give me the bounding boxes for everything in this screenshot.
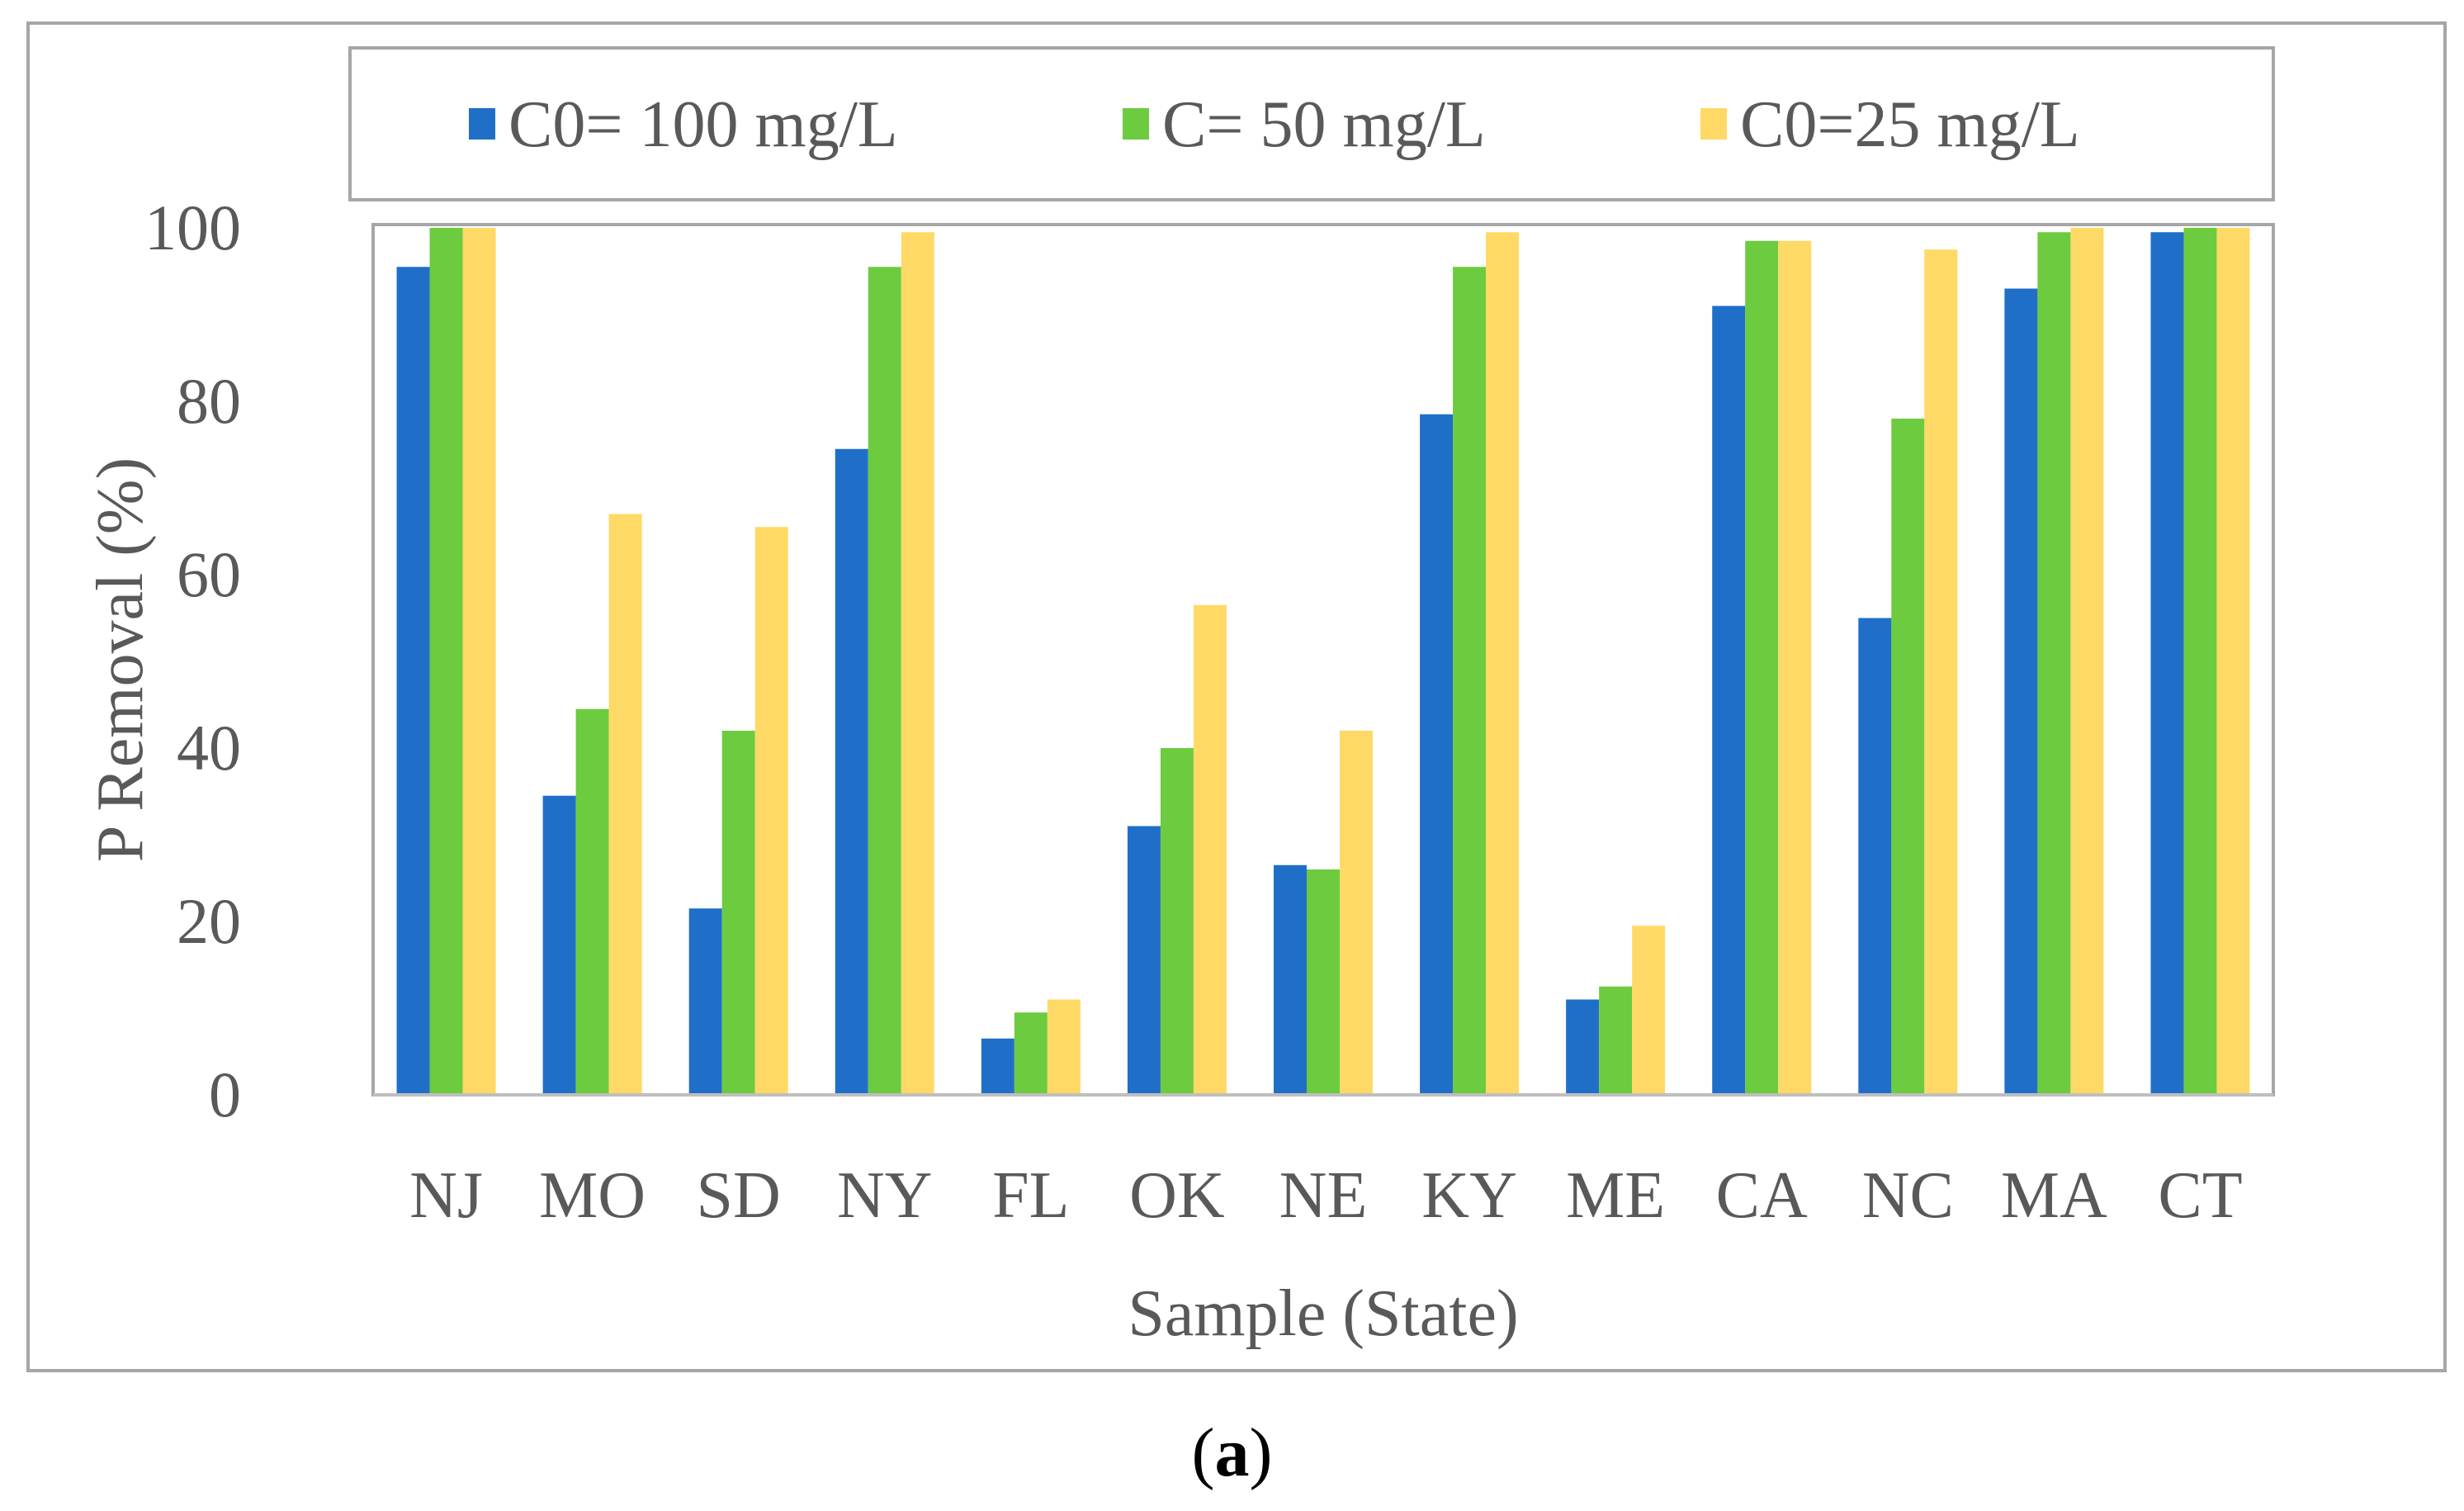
bar-fl-series-2	[1014, 1012, 1048, 1095]
x-tick-label: NY	[837, 1159, 933, 1232]
bar-fl-series-3	[1047, 999, 1081, 1095]
bar-ky-series-3	[1486, 232, 1520, 1095]
legend-swatch-2	[1123, 108, 1149, 140]
bar-ma-series-2	[2037, 232, 2071, 1095]
x-tick-label: SD	[697, 1159, 781, 1232]
bar-ct-series-3	[2216, 228, 2250, 1095]
bar-series	[396, 228, 2250, 1095]
bar-ky-series-2	[1453, 267, 1487, 1095]
y-axis: 0 20 40 60 80 100	[144, 192, 241, 1130]
bar-fl-series-1	[981, 1038, 1014, 1095]
bar-ct-series-1	[2150, 232, 2184, 1095]
x-tick-label: NE	[1279, 1159, 1368, 1232]
panel-label-open: (	[1191, 1414, 1215, 1491]
y-tick-label: 100	[144, 192, 241, 263]
x-axis-label: Sample (State)	[1128, 1277, 1518, 1350]
legend-swatch-3	[1700, 108, 1727, 140]
bar-nc-series-1	[1858, 618, 1892, 1095]
legend-label-1: C0= 100 mg/L	[508, 88, 898, 161]
bar-me-series-1	[1566, 999, 1600, 1095]
bar-ky-series-1	[1420, 414, 1454, 1095]
bar-ny-series-2	[868, 267, 901, 1095]
bar-nj-series-1	[396, 267, 430, 1095]
bar-ne-series-3	[1340, 731, 1373, 1095]
legend-label-2: C= 50 mg/L	[1162, 88, 1486, 161]
bar-ok-series-2	[1160, 748, 1194, 1095]
legend-label-3: C0=25 mg/L	[1740, 88, 2080, 161]
bar-me-series-2	[1599, 986, 1633, 1095]
bar-ok-series-3	[1193, 604, 1227, 1095]
bar-mo-series-2	[575, 708, 609, 1095]
legend-box	[348, 46, 2275, 201]
panel-label-close: )	[1249, 1414, 1273, 1491]
bar-sd-series-3	[754, 527, 788, 1095]
bar-mo-series-1	[542, 795, 576, 1095]
bar-nc-series-2	[1891, 419, 1925, 1095]
x-tick-label: MA	[2001, 1159, 2107, 1232]
bar-ca-series-2	[1745, 240, 1779, 1095]
y-tick-label: 0	[209, 1059, 241, 1130]
x-tick-label: NC	[1862, 1159, 1954, 1232]
bar-me-series-3	[1632, 926, 1666, 1095]
y-tick-label: 60	[177, 538, 241, 610]
y-tick-label: 40	[177, 712, 241, 784]
bar-ny-series-1	[835, 448, 868, 1095]
bar-ok-series-1	[1127, 826, 1161, 1095]
panel-label: (a)	[0, 1419, 2464, 1488]
x-tick-label: CT	[2158, 1159, 2242, 1232]
legend: C0= 100 mg/L C= 50 mg/L C0=25 mg/L	[469, 88, 2080, 161]
x-axis: NJ MO SD NY FL OK NE KY ME CA NC MA CT	[409, 1159, 2242, 1232]
bar-sd-series-1	[688, 908, 722, 1095]
bar-mo-series-3	[608, 514, 642, 1095]
bar-ne-series-2	[1307, 869, 1340, 1095]
bar-nc-series-3	[1924, 249, 1958, 1095]
bar-ca-series-3	[1778, 240, 1812, 1095]
y-tick-label: 80	[177, 365, 241, 437]
bar-nj-series-3	[462, 228, 496, 1095]
bar-ca-series-1	[1712, 306, 1746, 1095]
bar-ma-series-1	[2004, 288, 2038, 1095]
x-tick-label: ME	[1566, 1159, 1665, 1232]
legend-swatch-1	[469, 108, 495, 140]
bar-nj-series-2	[429, 228, 463, 1095]
x-tick-label: MO	[539, 1159, 646, 1232]
y-axis-label: P Removal (%)	[84, 457, 157, 862]
bar-ny-series-3	[901, 232, 934, 1095]
x-tick-label: FL	[992, 1159, 1069, 1232]
bar-ma-series-3	[2070, 228, 2104, 1095]
bar-ne-series-1	[1274, 864, 1307, 1095]
x-tick-label: OK	[1129, 1159, 1225, 1232]
x-tick-label: CA	[1716, 1159, 1808, 1232]
bar-ct-series-2	[2183, 228, 2217, 1095]
x-tick-label: NJ	[409, 1159, 483, 1232]
y-tick-label: 20	[177, 885, 241, 957]
bar-sd-series-2	[721, 731, 755, 1095]
panel-label-letter: a	[1214, 1414, 1250, 1491]
x-tick-label: KY	[1421, 1159, 1517, 1232]
